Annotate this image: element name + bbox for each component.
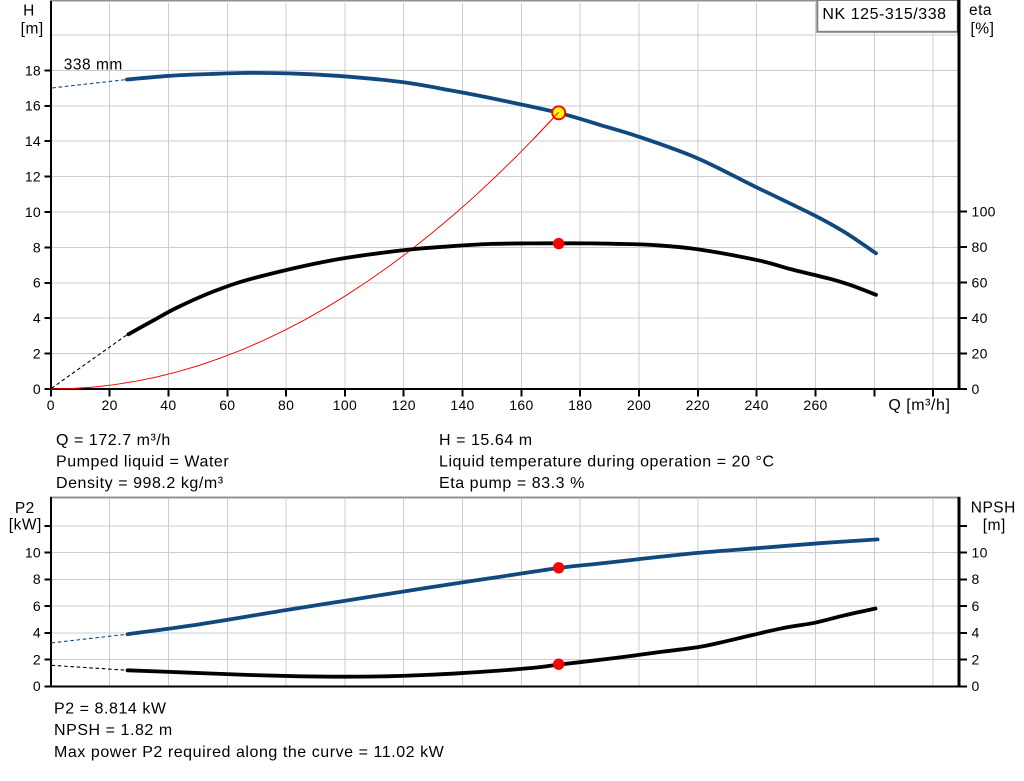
svg-text:60: 60: [219, 397, 235, 413]
svg-text:Liquid temperature during oper: Liquid temperature during operation = 20…: [439, 453, 775, 470]
svg-text:[m]: [m]: [21, 21, 44, 38]
svg-text:100: 100: [972, 203, 996, 219]
svg-text:80: 80: [972, 239, 988, 255]
svg-text:260: 260: [803, 397, 827, 413]
svg-text:Max power P2 required along th: Max power P2 required along the curve = …: [54, 744, 445, 761]
svg-text:180: 180: [568, 397, 592, 413]
svg-text:10: 10: [25, 545, 41, 561]
svg-text:338 mm: 338 mm: [64, 57, 123, 74]
svg-text:6: 6: [33, 275, 41, 291]
svg-text:16: 16: [25, 98, 41, 114]
svg-text:P2 = 8.814 kW: P2 = 8.814 kW: [54, 701, 167, 718]
svg-text:200: 200: [627, 397, 651, 413]
svg-text:4: 4: [33, 625, 41, 641]
svg-text:18: 18: [25, 62, 41, 78]
svg-text:0: 0: [47, 397, 55, 413]
svg-text:40: 40: [160, 397, 176, 413]
svg-text:H: H: [23, 3, 35, 20]
svg-text:NPSH: NPSH: [971, 500, 1016, 517]
svg-text:220: 220: [686, 397, 710, 413]
svg-text:Q = 172.7 m³/h: Q = 172.7 m³/h: [56, 432, 171, 449]
svg-text:80: 80: [278, 397, 294, 413]
svg-text:0: 0: [972, 381, 980, 397]
svg-text:4: 4: [972, 625, 980, 641]
svg-text:Eta pump = 83.3 %: Eta pump = 83.3 %: [439, 475, 585, 492]
svg-text:0: 0: [972, 678, 980, 694]
svg-text:14: 14: [25, 133, 41, 149]
svg-text:10: 10: [972, 545, 988, 561]
svg-text:NK 125-315/338: NK 125-315/338: [822, 6, 946, 23]
svg-text:140: 140: [450, 397, 474, 413]
svg-text:[kW]: [kW]: [9, 517, 42, 534]
svg-text:8: 8: [33, 571, 41, 587]
svg-text:100: 100: [333, 397, 357, 413]
svg-text:P2: P2: [15, 500, 35, 517]
svg-text:160: 160: [509, 397, 533, 413]
svg-text:[%]: [%]: [971, 21, 995, 38]
svg-text:H = 15.64 m: H = 15.64 m: [439, 432, 533, 449]
svg-text:Q [m³/h]: Q [m³/h]: [888, 397, 950, 414]
svg-text:4: 4: [33, 310, 41, 326]
svg-text:6: 6: [33, 598, 41, 614]
svg-text:60: 60: [972, 274, 988, 290]
svg-text:[m]: [m]: [983, 517, 1006, 534]
svg-text:0: 0: [33, 381, 41, 397]
svg-text:20: 20: [102, 397, 118, 413]
svg-text:2: 2: [972, 652, 980, 668]
svg-text:240: 240: [744, 397, 768, 413]
svg-text:NPSH = 1.82 m: NPSH = 1.82 m: [54, 722, 173, 739]
svg-text:2: 2: [33, 652, 41, 668]
svg-text:120: 120: [392, 397, 416, 413]
svg-text:20: 20: [972, 345, 988, 361]
svg-text:2: 2: [33, 346, 41, 362]
svg-text:8: 8: [972, 571, 980, 587]
svg-text:8: 8: [33, 239, 41, 255]
svg-text:40: 40: [972, 310, 988, 326]
svg-text:0: 0: [33, 678, 41, 694]
svg-text:10: 10: [25, 204, 41, 220]
svg-text:6: 6: [972, 598, 980, 614]
svg-text:Density = 998.2 kg/m³: Density = 998.2 kg/m³: [56, 475, 224, 492]
svg-text:Pumped liquid = Water: Pumped liquid = Water: [56, 453, 229, 470]
svg-text:12: 12: [25, 169, 41, 185]
svg-text:eta: eta: [969, 2, 992, 19]
